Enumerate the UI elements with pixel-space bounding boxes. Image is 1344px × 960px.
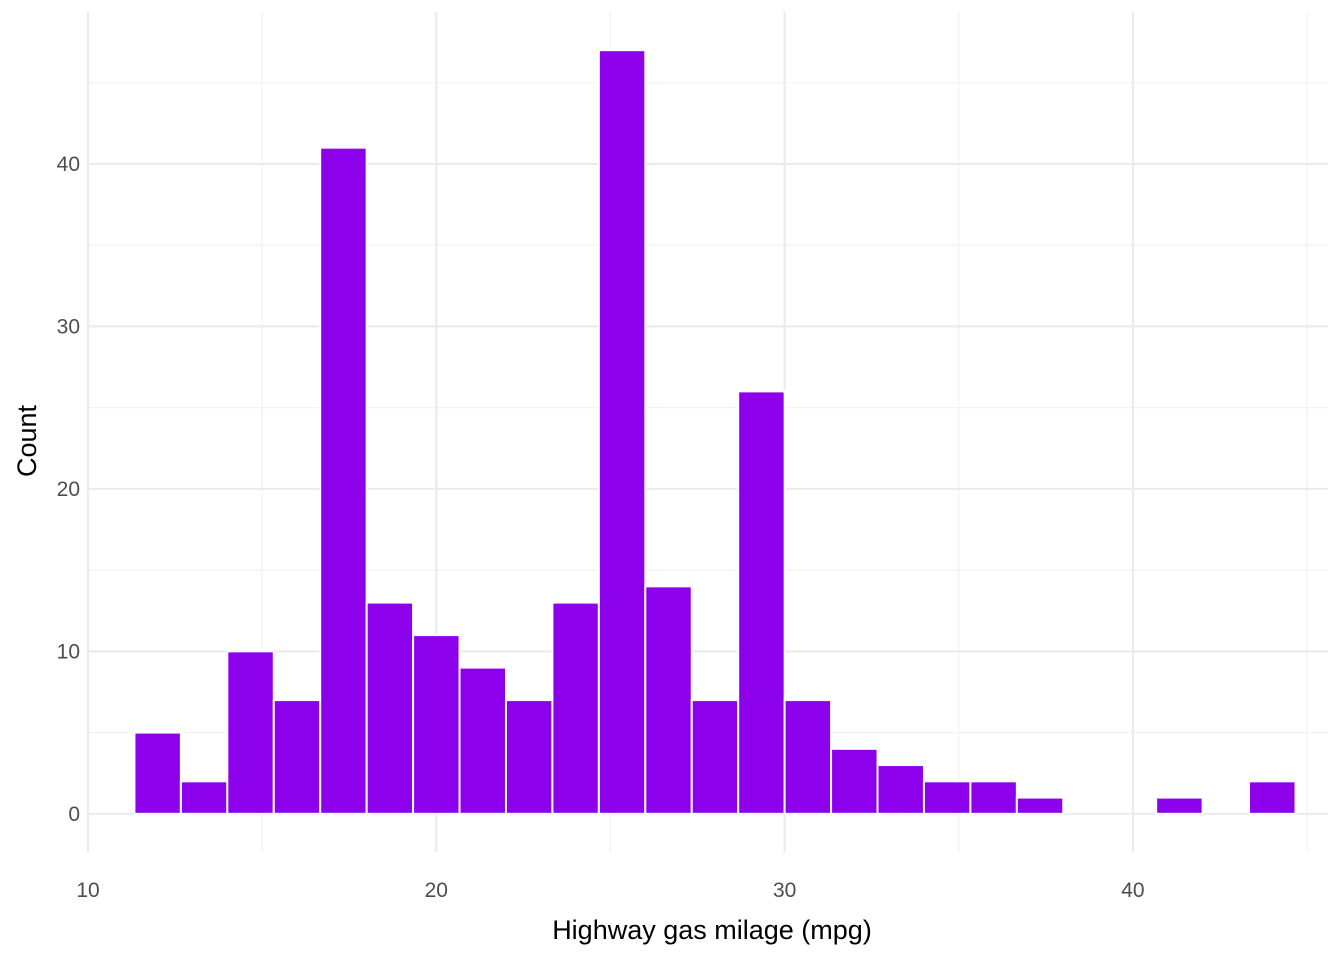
- y-tick-label: 0: [68, 803, 80, 826]
- x-tick-label: 40: [1121, 879, 1144, 902]
- histogram-bar: [365, 601, 415, 815]
- histogram-bar: [876, 764, 925, 815]
- histogram-bar: [226, 650, 275, 815]
- histogram-bar: [179, 780, 229, 815]
- histogram-bar: [969, 780, 1018, 815]
- y-tick-label: 40: [57, 153, 80, 176]
- y-axis-title: Count: [12, 404, 42, 477]
- histogram-bar: [737, 390, 786, 815]
- x-tick-label: 10: [76, 879, 99, 902]
- y-axis-ticks: 0 10 20 30 40: [57, 153, 80, 826]
- histogram-bar: [922, 780, 972, 815]
- histogram-bar: [319, 146, 368, 815]
- histogram-bar: [597, 49, 647, 815]
- histogram-bar: [644, 585, 693, 815]
- histogram-bar: [1015, 796, 1065, 815]
- histogram-bar: [783, 699, 833, 815]
- histogram-bar: [272, 699, 322, 815]
- x-tick-label: 20: [425, 879, 448, 902]
- y-tick-label: 20: [57, 478, 80, 501]
- x-tick-label: 30: [773, 879, 796, 902]
- x-axis-title: Highway gas milage (mpg): [552, 915, 872, 945]
- histogram-bar: [1248, 780, 1297, 815]
- histogram-bar: [458, 666, 507, 815]
- histogram-bar: [690, 699, 740, 815]
- histogram-bar: [504, 699, 554, 815]
- histogram-bar: [551, 601, 600, 815]
- histogram-bar: [133, 731, 182, 815]
- x-axis-ticks: 10 20 30 40: [76, 879, 1144, 902]
- histogram-bar: [830, 747, 879, 815]
- histogram-bars: [133, 49, 1297, 815]
- y-tick-label: 10: [57, 640, 80, 663]
- histogram-bar: [1155, 796, 1204, 815]
- histogram-bar: [412, 634, 461, 815]
- y-tick-label: 30: [57, 315, 80, 338]
